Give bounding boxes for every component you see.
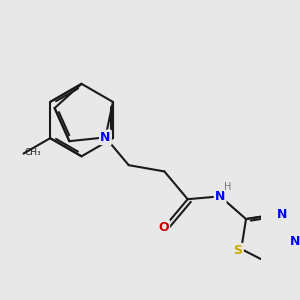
Text: O: O (158, 221, 169, 234)
Text: N: N (277, 208, 287, 221)
Text: N: N (290, 235, 300, 248)
Text: S: S (234, 244, 243, 257)
Text: CH₃: CH₃ (24, 148, 41, 157)
Text: N: N (100, 131, 111, 144)
Text: N: N (215, 190, 225, 203)
Text: H: H (224, 182, 232, 192)
